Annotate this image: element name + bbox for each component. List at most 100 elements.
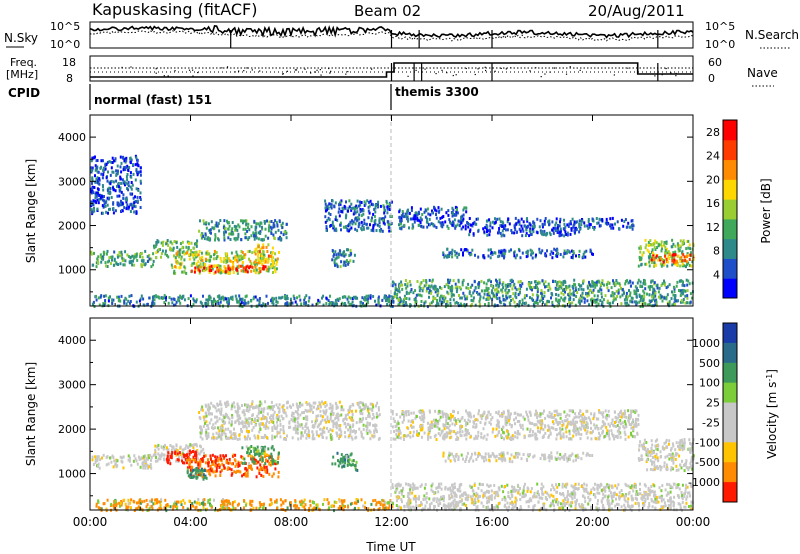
heatmap-cell	[368, 211, 371, 215]
heatmap-cell	[592, 288, 595, 292]
heatmap-cell	[338, 214, 341, 218]
heatmap-cell	[441, 215, 444, 219]
heatmap-cell	[153, 302, 156, 306]
heatmap-cell	[412, 217, 415, 221]
heatmap-cell	[368, 200, 370, 204]
heatmap-cell	[214, 233, 217, 237]
heatmap-cell	[265, 419, 268, 423]
heatmap-cell	[264, 455, 266, 459]
heatmap-cell	[223, 233, 226, 236]
heatmap-cell	[350, 208, 353, 212]
heatmap-cell	[572, 224, 575, 228]
heatmap-cell	[651, 251, 654, 255]
heatmap-cell	[214, 406, 217, 410]
heatmap-cell	[194, 300, 197, 304]
heatmap-cell	[270, 420, 273, 424]
heatmap-cell	[178, 251, 181, 255]
heatmap-cell	[166, 253, 168, 257]
heatmap-cell	[631, 281, 634, 285]
heatmap-cell	[232, 271, 235, 274]
heatmap-cell	[329, 224, 332, 227]
heatmap-cell	[630, 284, 632, 288]
heatmap-cell	[464, 248, 467, 251]
heatmap-cell	[452, 220, 454, 224]
heatmap-cell	[306, 402, 309, 406]
heatmap-cell	[560, 286, 563, 290]
heatmap-cell	[102, 250, 105, 254]
heatmap-cell	[612, 294, 615, 298]
heatmap-cell	[219, 266, 222, 270]
heatmap-cell	[304, 301, 307, 305]
colorbar-swatch	[723, 199, 737, 220]
heatmap-cell	[319, 405, 322, 409]
heatmap-cell	[102, 255, 105, 259]
heatmap-cell	[128, 294, 131, 298]
heatmap-cell	[202, 219, 205, 223]
heatmap-cell	[392, 296, 395, 299]
heatmap-cell	[503, 234, 506, 238]
heatmap-cell	[451, 286, 454, 290]
heatmap-cell	[567, 293, 570, 297]
heatmap-cell	[416, 212, 419, 216]
heatmap-cell	[558, 280, 561, 284]
heatmap-cell	[246, 270, 249, 274]
heatmap-cell	[595, 298, 598, 302]
heatmap-cell	[457, 252, 460, 256]
heatmap-cell	[370, 228, 373, 232]
heatmap-cell	[236, 260, 239, 264]
heatmap-cell	[388, 223, 391, 227]
heatmap-cell	[199, 469, 202, 473]
heatmap-cell	[116, 295, 119, 299]
heatmap-cell	[271, 406, 274, 410]
heatmap-cell	[629, 279, 632, 283]
freq-dot	[294, 69, 297, 71]
heatmap-cell	[388, 226, 391, 229]
heatmap-cell	[335, 256, 338, 260]
heatmap-cell	[270, 452, 273, 456]
heatmap-cell	[324, 401, 327, 404]
heatmap-cell	[331, 404, 334, 408]
heatmap-cell	[490, 280, 492, 284]
heatmap-cell	[500, 249, 503, 253]
heatmap-cell	[532, 251, 535, 255]
heatmap-cell	[267, 447, 270, 451]
heatmap-cell	[389, 214, 392, 218]
heatmap-cell	[658, 286, 661, 290]
heatmap-cell	[619, 295, 622, 299]
heatmap-cell	[355, 460, 358, 464]
heatmap-cell	[590, 290, 593, 294]
colorbar-swatch	[723, 179, 737, 200]
heatmap-cell	[476, 291, 479, 294]
heatmap-cell	[130, 203, 133, 207]
heatmap-cell	[360, 201, 363, 204]
heatmap-cell	[284, 294, 286, 298]
heatmap-cell	[491, 226, 494, 230]
heatmap-cell	[420, 224, 423, 228]
heatmap-cell	[487, 287, 490, 291]
heatmap-cell	[496, 217, 499, 221]
heatmap-cell	[356, 216, 359, 220]
heatmap-cell	[639, 245, 642, 249]
heatmap-cell	[199, 459, 202, 463]
heatmap-cell	[223, 416, 226, 420]
heatmap-cell	[327, 216, 330, 220]
heatmap-cell	[271, 262, 274, 266]
heatmap-cell	[351, 437, 354, 441]
heatmap-cell	[649, 243, 652, 247]
heatmap-cell	[223, 231, 225, 235]
heatmap-cell	[668, 300, 671, 304]
heatmap-cell	[433, 286, 436, 290]
heatmap-cell	[432, 299, 434, 303]
heatmap-cell	[319, 414, 322, 418]
heatmap-cell	[96, 257, 99, 261]
heatmap-cell	[171, 248, 174, 252]
colorbar-tick-label: 16	[706, 197, 720, 210]
heatmap-cell	[98, 193, 101, 197]
heatmap-cell	[654, 263, 657, 267]
heatmap-cell	[363, 218, 366, 222]
heatmap-cell	[595, 280, 598, 284]
heatmap-cell	[296, 417, 299, 421]
heatmap-cell	[536, 296, 539, 300]
heatmap-cell	[206, 434, 208, 438]
